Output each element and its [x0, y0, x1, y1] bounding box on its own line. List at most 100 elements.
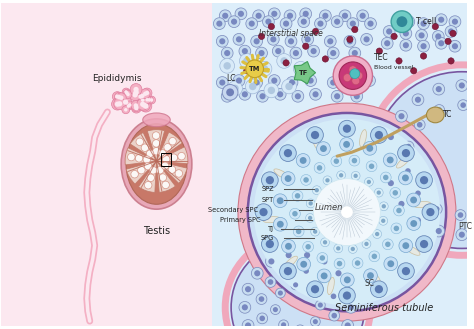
Circle shape — [153, 140, 160, 147]
Text: Testis: Testis — [143, 226, 170, 236]
Circle shape — [267, 34, 279, 45]
Circle shape — [133, 91, 138, 96]
Wedge shape — [130, 133, 156, 161]
Circle shape — [126, 101, 134, 109]
Circle shape — [302, 34, 314, 45]
Text: Seminiferous tubule: Seminiferous tubule — [335, 303, 433, 313]
Circle shape — [398, 113, 404, 119]
Circle shape — [243, 57, 251, 65]
Circle shape — [347, 77, 359, 89]
Circle shape — [256, 90, 268, 102]
Circle shape — [406, 144, 411, 149]
Circle shape — [445, 38, 451, 44]
Circle shape — [239, 301, 251, 313]
Circle shape — [124, 108, 128, 112]
Circle shape — [377, 190, 381, 195]
Circle shape — [416, 172, 432, 189]
Circle shape — [168, 166, 176, 173]
Circle shape — [246, 79, 260, 94]
Circle shape — [216, 20, 222, 27]
Circle shape — [393, 205, 404, 216]
Circle shape — [293, 50, 299, 56]
Circle shape — [334, 159, 339, 164]
Circle shape — [347, 36, 353, 42]
Circle shape — [213, 18, 225, 30]
Circle shape — [400, 39, 412, 51]
Circle shape — [449, 16, 461, 28]
Circle shape — [320, 238, 329, 247]
Circle shape — [143, 91, 147, 96]
Circle shape — [277, 54, 292, 68]
Circle shape — [414, 119, 425, 130]
Circle shape — [137, 98, 149, 110]
Circle shape — [367, 20, 374, 27]
Circle shape — [317, 142, 330, 156]
Circle shape — [373, 230, 382, 239]
Circle shape — [348, 244, 357, 253]
Circle shape — [398, 145, 414, 162]
Circle shape — [371, 281, 387, 297]
Text: TC: TC — [443, 111, 453, 119]
Circle shape — [434, 206, 439, 212]
Circle shape — [385, 131, 397, 143]
Circle shape — [275, 288, 285, 298]
Circle shape — [259, 93, 265, 99]
Circle shape — [402, 242, 409, 249]
Circle shape — [280, 18, 292, 30]
Circle shape — [282, 266, 292, 277]
Circle shape — [315, 18, 326, 30]
Circle shape — [219, 10, 231, 22]
Circle shape — [305, 244, 311, 249]
Circle shape — [313, 229, 317, 234]
Circle shape — [245, 286, 251, 292]
Circle shape — [233, 75, 245, 87]
Circle shape — [351, 90, 363, 102]
Circle shape — [228, 16, 240, 28]
Circle shape — [366, 161, 377, 172]
Circle shape — [347, 38, 353, 44]
Circle shape — [242, 304, 248, 310]
Circle shape — [325, 178, 329, 183]
Circle shape — [131, 103, 141, 113]
Circle shape — [217, 77, 228, 89]
Circle shape — [239, 89, 251, 100]
Circle shape — [311, 131, 319, 139]
Circle shape — [131, 170, 138, 178]
Circle shape — [455, 210, 466, 220]
Circle shape — [255, 204, 272, 220]
Circle shape — [337, 261, 342, 266]
Circle shape — [124, 90, 132, 98]
Circle shape — [366, 78, 373, 84]
Circle shape — [365, 18, 376, 30]
Polygon shape — [294, 62, 316, 84]
Text: TF: TF — [299, 70, 309, 76]
Circle shape — [283, 249, 294, 261]
Circle shape — [255, 47, 267, 59]
Circle shape — [112, 92, 122, 101]
Circle shape — [383, 153, 397, 167]
Circle shape — [334, 244, 343, 253]
Circle shape — [254, 38, 260, 44]
Circle shape — [412, 215, 424, 226]
Circle shape — [306, 199, 315, 208]
Circle shape — [125, 102, 132, 110]
Circle shape — [303, 241, 313, 252]
Text: Lumen: Lumen — [315, 203, 344, 212]
Circle shape — [372, 254, 377, 259]
Circle shape — [143, 156, 151, 163]
Circle shape — [371, 127, 387, 143]
Circle shape — [355, 260, 360, 266]
Circle shape — [281, 322, 286, 327]
Circle shape — [345, 301, 357, 313]
Circle shape — [119, 95, 124, 100]
Circle shape — [343, 141, 350, 148]
Ellipse shape — [263, 216, 281, 223]
Circle shape — [303, 268, 309, 274]
Circle shape — [150, 166, 157, 174]
Circle shape — [249, 83, 256, 90]
Circle shape — [146, 150, 154, 157]
Circle shape — [390, 188, 401, 198]
Circle shape — [342, 283, 354, 295]
Circle shape — [256, 294, 267, 304]
Circle shape — [396, 58, 402, 64]
